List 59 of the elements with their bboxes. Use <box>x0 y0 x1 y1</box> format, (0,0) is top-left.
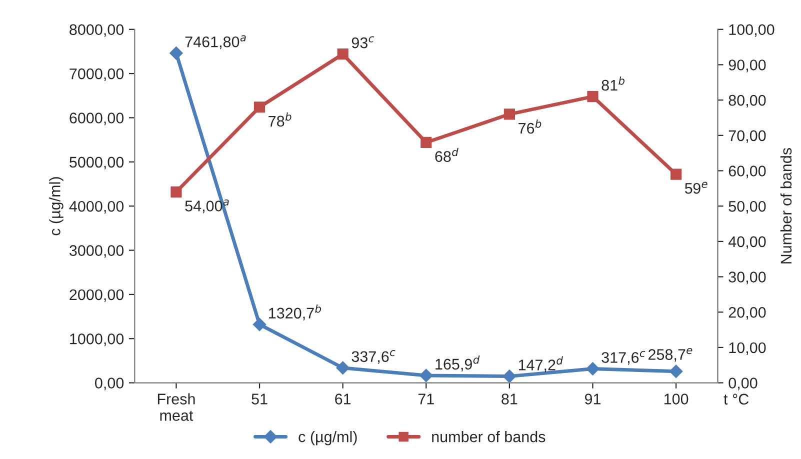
y2-tick-label: 10,00 <box>729 342 766 355</box>
data-label: 78$^{b}$ <box>268 112 292 127</box>
y2-tick-label: 60,00 <box>728 166 766 178</box>
x-tick-label: Fresh meat <box>158 393 195 421</box>
y2-axis-title: Number of bands <box>780 148 792 264</box>
point <box>170 186 182 198</box>
point <box>587 90 598 102</box>
x-tick-label: 81 <box>502 394 518 404</box>
data-label: 337,6$^{c}$ <box>352 350 396 364</box>
x-tick-label: 71 <box>418 394 434 404</box>
y-tick-label: 3000,00 <box>70 245 124 258</box>
data-label: 68$^{d}$ <box>435 148 458 162</box>
y2-tick-label: 30,00 <box>728 272 766 284</box>
data-label: 81$^{b}$ <box>602 76 624 91</box>
point <box>670 168 682 180</box>
data-label: 1320,7$^{b}$ <box>269 304 322 320</box>
x-tick-label: 61 <box>335 394 351 404</box>
data-label: 93$^{c}$ <box>352 36 374 48</box>
point <box>669 364 683 378</box>
y-tick-label: 5000,00 <box>70 156 124 170</box>
data-label: 147,2$^{d}$ <box>518 356 563 372</box>
legend-label: number of bands <box>432 431 546 442</box>
y2-tick-label: 90,00 <box>728 60 766 72</box>
data-label: 7461,80$^{a}$ <box>185 35 246 50</box>
x-tick-label: 51 <box>252 394 268 404</box>
point <box>336 361 350 374</box>
y2-tick-label: 80,00 <box>728 94 766 108</box>
data-label: 258,7$^{e}$ <box>648 348 692 362</box>
y2-tick-label: 20,00 <box>728 306 766 320</box>
y2-tick-label: 100,00 <box>729 24 774 37</box>
y-axis-title: c (µg/ml) <box>49 177 64 236</box>
point <box>252 318 266 332</box>
x-tick-label: 91 <box>584 394 600 404</box>
y-tick-label: 6000,00 <box>70 112 124 126</box>
y-tick-label: 4000,00 <box>69 200 124 214</box>
point <box>254 102 266 113</box>
x-axis-title: t °C <box>724 394 749 405</box>
y-tick-label: 8000,00 <box>70 24 124 37</box>
point <box>586 362 600 376</box>
y2-tick-label: 70,00 <box>728 130 766 143</box>
point <box>170 46 183 60</box>
point <box>502 370 516 383</box>
data-label: 59$^{e}$ <box>684 182 708 194</box>
y-tick-label: 2000,00 <box>70 289 124 302</box>
data-label: 76$^{b}$ <box>518 120 542 134</box>
x-tick-label: 100 <box>664 394 688 404</box>
point <box>420 136 432 148</box>
data-label: 317,6$^{c}$ <box>602 350 646 365</box>
point <box>504 108 515 120</box>
data-label: 165,9$^{d}$ <box>436 355 480 372</box>
point <box>337 48 348 60</box>
y2-tick-label: 50,00 <box>728 200 766 214</box>
point <box>420 368 433 382</box>
y-tick-label: 7000,00 <box>70 68 124 82</box>
y2-tick-label: 40,00 <box>728 236 766 249</box>
y2-tick-label: 0,00 <box>728 378 758 390</box>
y-tick-label: 0,00 <box>95 378 124 390</box>
y-tick-label: 1000,00 <box>70 333 124 346</box>
legend-label: c (µg/ml) <box>298 431 357 446</box>
